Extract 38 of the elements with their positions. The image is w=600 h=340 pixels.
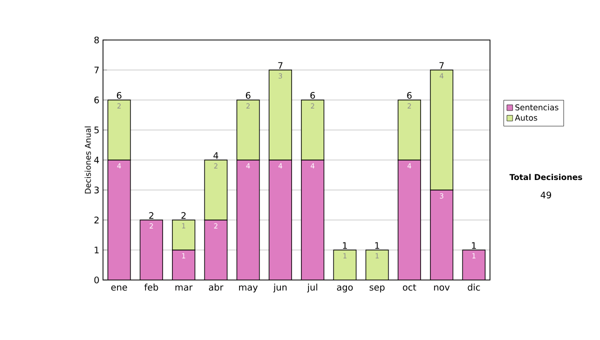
- x-tick-label: mar: [175, 285, 193, 291]
- x-tick-label: sep: [370, 285, 385, 292]
- x-tick-label: jul: [307, 284, 318, 292]
- x-tick-label: nov: [434, 285, 450, 291]
- x-tick-label: jun: [273, 284, 287, 292]
- y-tick-label: 6: [94, 96, 99, 104]
- total-label: 7: [278, 62, 282, 69]
- x-tick-label: dic: [468, 284, 480, 291]
- y-tick-label: 5: [94, 126, 99, 134]
- total-label: 6: [116, 92, 122, 99]
- total-label: 6: [246, 92, 250, 99]
- total-label: 2: [181, 212, 186, 219]
- y-tick-label: 2: [94, 216, 99, 224]
- y-tick-label: 8: [94, 36, 99, 44]
- y-tick-label: 3: [94, 186, 99, 194]
- text: Total Decisiones: [509, 174, 582, 180]
- total-label: 2: [149, 212, 154, 219]
- total-label: 1: [472, 242, 476, 249]
- text: 49: [540, 192, 552, 198]
- legend-label: Autos: [514, 114, 538, 121]
- total-label: 1: [343, 242, 347, 249]
- total-label: 1: [375, 242, 380, 249]
- x-tick-label: abr: [208, 284, 224, 291]
- x-tick-label: feb: [144, 284, 158, 291]
- x-tick-label: ago: [337, 285, 353, 292]
- x-tick-label: may: [239, 285, 258, 292]
- y-tick-label: 7: [94, 66, 99, 74]
- total-label: 6: [407, 92, 412, 99]
- total-label: 6: [310, 92, 315, 99]
- y-tick-label: 1: [94, 246, 99, 254]
- total-label: 7: [439, 62, 444, 69]
- y-axis-title: Decisiones Anual: [84, 126, 91, 194]
- y-tick-label: 0: [94, 276, 99, 284]
- y-tick-label: 4: [94, 156, 99, 164]
- total-label: 4: [213, 152, 218, 159]
- legend-label: Sentencias: [515, 104, 558, 110]
- x-tick-label: oct: [402, 284, 416, 291]
- x-tick-label: ene: [111, 285, 128, 291]
